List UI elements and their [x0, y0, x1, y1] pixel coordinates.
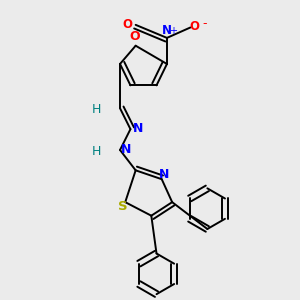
Text: -: -	[202, 17, 207, 30]
Text: H: H	[92, 103, 101, 116]
Text: +: +	[169, 26, 178, 36]
Text: N: N	[159, 168, 170, 181]
Text: O: O	[129, 30, 140, 43]
Text: N: N	[133, 122, 143, 135]
Text: N: N	[121, 143, 132, 156]
Text: O: O	[123, 18, 133, 32]
Text: N: N	[162, 24, 172, 37]
Text: O: O	[189, 20, 199, 33]
Text: S: S	[118, 200, 128, 213]
Text: H: H	[92, 145, 101, 158]
